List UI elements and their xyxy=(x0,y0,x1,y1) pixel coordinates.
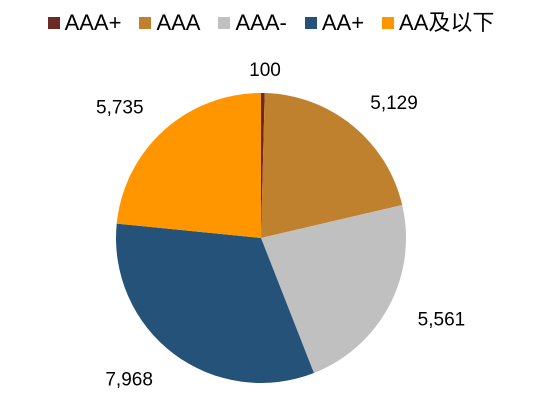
legend-item-aa-plus: AA+ xyxy=(304,10,365,36)
pie-slice-aaa-plus xyxy=(261,93,265,238)
legend-label: AAA- xyxy=(235,10,287,35)
legend-item-aaa-minus: AAA- xyxy=(218,10,287,36)
legend-swatch xyxy=(218,17,231,29)
legend-label: AA及以下 xyxy=(399,10,495,35)
legend-label: AA+ xyxy=(321,10,365,35)
legend-label: AAA xyxy=(156,10,201,35)
pie-value-labels: 100 5,129 5,561 7,968 5,735 xyxy=(96,60,465,391)
value-label-aaa-plus: 100 xyxy=(249,60,281,81)
pie-slice-aaa-minus xyxy=(261,205,406,373)
legend-item-aa-and-below: AA及以下 xyxy=(382,10,494,36)
legend-swatch xyxy=(304,17,317,29)
chart-legend: AAA+ AAA AAA- AA+ AA及以下 xyxy=(0,10,542,36)
pie-slice-aa-and-below xyxy=(116,93,261,238)
legend-swatch xyxy=(382,17,395,29)
value-label-aaa-minus: 5,561 xyxy=(418,309,466,330)
value-label-aa-plus: 7,968 xyxy=(105,370,153,391)
pie-slice-aaa xyxy=(261,93,403,239)
pie-slice-aa-plus xyxy=(115,223,314,384)
legend-label: AAA+ xyxy=(64,10,122,35)
value-label-aaa: 5,129 xyxy=(370,93,418,114)
legend-item-aaa: AAA xyxy=(139,10,200,36)
legend-item-aaa-plus: AAA+ xyxy=(47,10,122,36)
legend-swatch xyxy=(139,17,152,29)
value-label-aa-and-below: 5,735 xyxy=(96,97,144,118)
pie-slices xyxy=(115,93,406,384)
legend-swatch xyxy=(47,17,60,29)
